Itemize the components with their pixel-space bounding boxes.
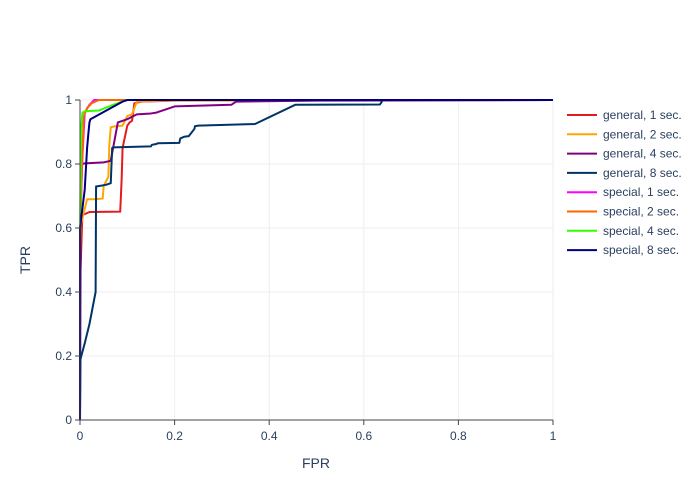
x-axis-title: FPR: [302, 455, 330, 471]
series-layer: [79, 99, 554, 421]
legend-label: special, 8 sec.: [603, 243, 679, 257]
y-axis-title: TPR: [17, 246, 33, 274]
series-line-general-4-sec: [79, 99, 554, 421]
legend-label: special, 1 sec.: [603, 185, 679, 199]
legend-label: special, 4 sec.: [603, 224, 679, 238]
series-line-special-1-sec: [79, 99, 553, 420]
series-line-special-2-sec: [79, 99, 553, 420]
series-line-special-4-sec: [79, 99, 553, 420]
axis-layer: FPR TPR 0 0.2 0.4 0.6 0.8 1 0 0.2 0.4 0.6 0.8 1: [17, 93, 557, 471]
y-tick-label: 0.6: [55, 221, 72, 235]
series-line-special-8-sec: [79, 99, 553, 420]
y-tick-label: 0.4: [55, 285, 72, 299]
y-tick-label: 1: [65, 93, 72, 107]
x-tick-label: 0.4: [261, 429, 278, 443]
legend: general, 1 sec. general, 2 sec. general, 4…: [567, 108, 682, 257]
series-line-general-2-sec: [79, 99, 554, 420]
x-tick-label: 0: [77, 429, 84, 443]
y-tick-label: 0: [65, 413, 72, 427]
series-line-general-8-sec: [79, 99, 553, 421]
series-line-general-1-sec: [79, 99, 554, 420]
legend-label: general, 8 sec.: [603, 166, 682, 180]
legend-label: general, 4 sec.: [603, 147, 682, 161]
x-tick-label: 0.8: [450, 429, 467, 443]
legend-label: general, 2 sec.: [603, 127, 682, 141]
legend-label: general, 1 sec.: [603, 108, 682, 122]
y-tick-label: 0.2: [55, 349, 72, 363]
y-tick-label: 0.8: [55, 157, 72, 171]
x-tick-label: 0.2: [166, 429, 183, 443]
legend-label: special, 2 sec.: [603, 205, 679, 219]
x-tick-label: 0.6: [355, 429, 372, 443]
grid-layer: [80, 99, 554, 420]
x-tick-label: 1: [550, 429, 557, 443]
